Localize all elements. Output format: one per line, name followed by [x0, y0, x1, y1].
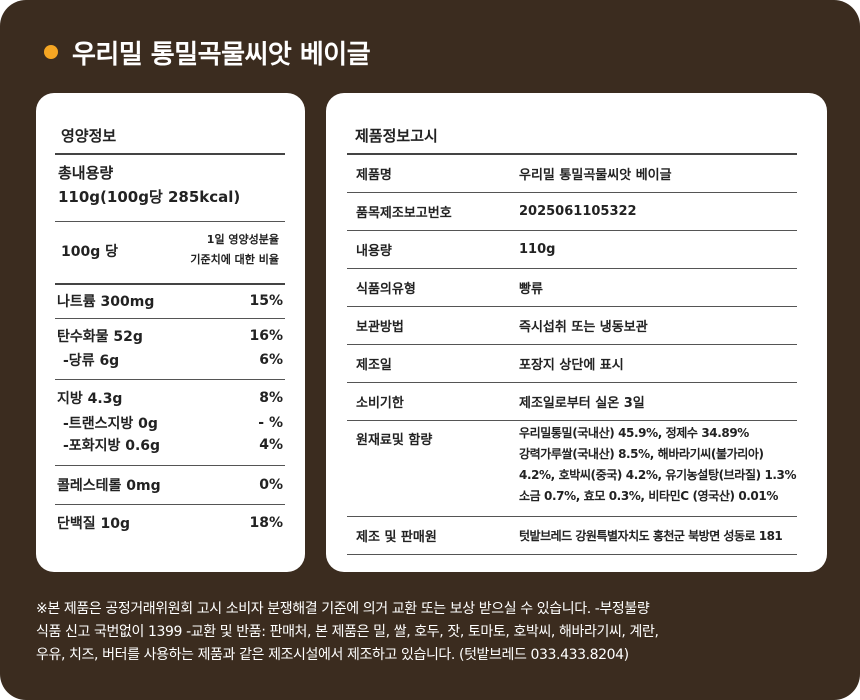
per-100g-label: 100g 당 [61, 244, 118, 260]
nutrient-name: -트랜스지방 0g [63, 416, 158, 432]
info-row: 원재료및 함량 우리밀통밀(국내산) 45.9%, 정제수 34.89% 강력가… [347, 420, 797, 516]
nutrition-heading: 영양정보 [61, 127, 117, 145]
ingredients-value: 우리밀통밀(국내산) 45.9%, 정제수 34.89% 강력가루쌀(국내산) … [507, 420, 797, 516]
footnote: ※본 제품은 공정거래위원회 고시 소비자 분쟁해결 기준에 의거 교환 또는 … [36, 598, 836, 667]
ingredient-line: 4.2%, 호박씨(중국) 4.2%, 유기농설탕(브라질) 1.3% [519, 467, 797, 482]
nutrient-row: -트랜스지방 0g - % [55, 413, 285, 433]
divider [55, 221, 285, 222]
ingredient-line: 우리밀통밀(국내산) 45.9%, 정제수 34.89% [519, 425, 749, 440]
info-label: 보관방법 [356, 319, 404, 335]
footnote-line: 식품 신고 국번없이 1399 -교환 및 반품: 판매처, 본 제품은 밀, … [36, 624, 659, 640]
product-info-card: 제품정보고시 제품명 우리밀 통밀곡물씨앗 베이글 품목제조보고번호 20250… [326, 93, 827, 572]
nutrient-percent: 16% [249, 328, 283, 344]
daily-value-note: 1일 영양성분율 기준치에 대한 비율 [190, 230, 279, 270]
nutrient-name: 콜레스테롤 0mg [57, 478, 161, 494]
nutrient-row: 탄수화물 52g 16% [55, 326, 285, 346]
divider [55, 504, 285, 505]
bullet-dot-icon [44, 45, 58, 59]
ingredient-line: 강력가루쌀(국내산) 8.5%, 해바라기씨(불가리아) [519, 446, 764, 461]
nutrient-name: 단백질 10g [57, 516, 131, 532]
product-info-heading: 제품정보고시 [355, 127, 438, 145]
divider [55, 379, 285, 380]
nutrient-row: 콜레스테롤 0mg 0% [55, 475, 285, 495]
info-row: 식품의유형 빵류 [347, 268, 797, 306]
info-value: 빵류 [519, 281, 543, 297]
info-row: 보관방법 즉시섭취 또는 냉동보관 [347, 306, 797, 344]
total-content-value: 110g(100g당 285kcal) [58, 188, 241, 206]
info-row: 내용량 110g [347, 230, 797, 268]
nutrient-row: 지방 4.3g 8% [55, 388, 285, 408]
info-row: 제품명 우리밀 통밀곡물씨앗 베이글 [347, 154, 797, 192]
info-value: 2025061105322 [519, 203, 637, 219]
info-label: 제조 및 판매원 [356, 529, 437, 545]
info-value: 제조일로부터 실온 3일 [519, 395, 645, 411]
info-row: 품목제조보고번호 2025061105322 [347, 192, 797, 230]
nutrient-percent: 8% [259, 390, 283, 406]
info-row: 제조 및 판매원 텃밭브레드 강원특별자치도 홍천군 북방면 성동로 181 [347, 516, 797, 554]
nutrient-name: 지방 4.3g [57, 391, 123, 407]
title-row: 우리밀 통밀곡물씨앗 베이글 [44, 34, 371, 70]
info-label: 내용량 [356, 243, 392, 259]
footnote-line: 우유, 치즈, 버터를 사용하는 제품과 같은 제조시설에서 제조하고 있습니다… [36, 647, 629, 663]
divider [55, 318, 285, 319]
nutrient-percent: 0% [259, 477, 283, 493]
info-label: 원재료및 함량 [356, 432, 433, 448]
info-value: 우리밀 통밀곡물씨앗 베이글 [519, 167, 672, 183]
nutrient-name: -포화지방 0.6g [63, 438, 161, 454]
nutrient-percent: 6% [259, 352, 283, 368]
daily-value-note-line: 기준치에 대한 비율 [190, 253, 279, 266]
info-value: 텃밭브레드 강원특별자치도 홍천군 북방면 성동로 181 [519, 528, 783, 543]
nutrient-percent: 15% [249, 293, 283, 309]
divider [55, 283, 285, 285]
divider [55, 465, 285, 466]
nutrient-percent: - % [258, 415, 283, 431]
info-value: 포장지 상단에 표시 [519, 357, 624, 373]
product-info-table: 제품명 우리밀 통밀곡물씨앗 베이글 품목제조보고번호 202506110532… [347, 153, 797, 555]
info-label: 품목제조보고번호 [356, 205, 452, 221]
nutrient-row: -당류 6g 6% [55, 350, 285, 370]
nutrient-row: -포화지방 0.6g 4% [55, 435, 285, 455]
info-label: 제조일 [356, 357, 392, 373]
nutrient-name: 나트륨 300mg [57, 294, 155, 310]
ingredient-line: 소금 0.7%, 효모 0.3%, 비타민C (영국산) 0.01% [519, 488, 778, 503]
total-content-label: 총내용량 [58, 164, 114, 182]
info-label: 식품의유형 [356, 281, 416, 297]
info-value: 110g [519, 241, 556, 257]
info-row: 제조일 포장지 상단에 표시 [347, 344, 797, 382]
nutrient-name: 탄수화물 52g [57, 329, 143, 345]
daily-value-note-line: 1일 영양성분율 [206, 233, 279, 246]
nutrient-row: 나트륨 300mg 15% [55, 291, 285, 311]
nutrient-percent: 18% [249, 515, 283, 531]
info-value: 즉시섭취 또는 냉동보관 [519, 319, 648, 335]
info-label: 제품명 [356, 167, 392, 183]
footnote-line: ※본 제품은 공정거래위원회 고시 소비자 분쟁해결 기준에 의거 교환 또는 … [36, 601, 650, 617]
page-title: 우리밀 통밀곡물씨앗 베이글 [72, 39, 371, 70]
info-label: 소비기한 [356, 395, 404, 411]
divider [55, 153, 285, 155]
nutrition-card: 영양정보 총내용량 110g(100g당 285kcal) 100g 당 1일 … [36, 93, 305, 572]
nutrient-percent: 4% [259, 437, 283, 453]
nutrient-row: 단백질 10g 18% [55, 513, 285, 533]
nutrient-name: -당류 6g [63, 353, 120, 369]
info-row: 소비기한 제조일로부터 실온 3일 [347, 382, 797, 420]
